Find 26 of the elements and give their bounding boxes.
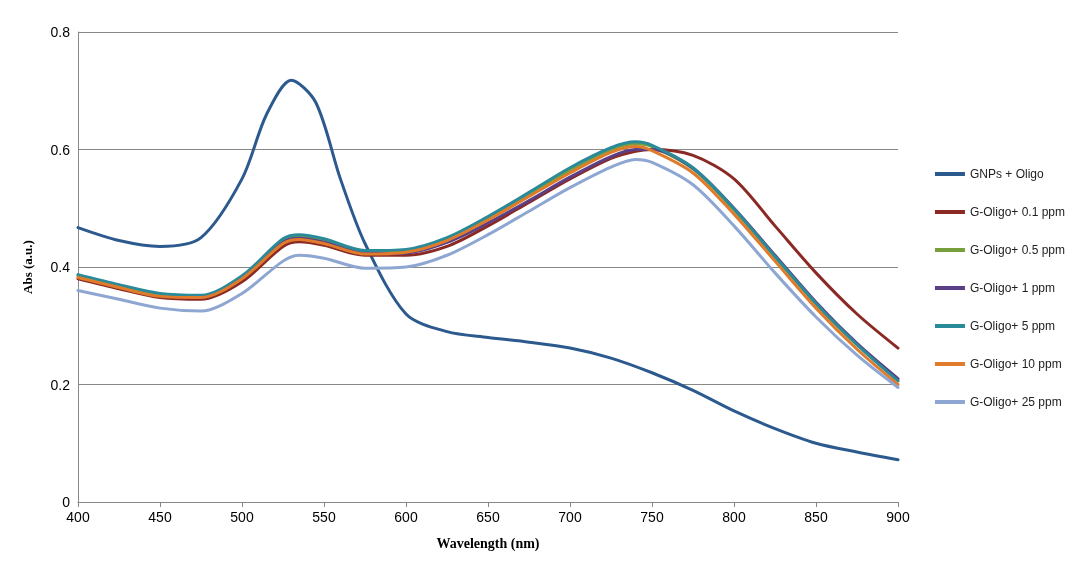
x-tick-label: 800 — [722, 509, 746, 525]
x-tick-label: 500 — [230, 509, 254, 525]
x-tick-label: 900 — [886, 509, 910, 525]
y-tick-label: 0.6 — [50, 141, 71, 158]
x-tick-label: 700 — [558, 509, 582, 525]
legend-label: G-Oligo+ 1 ppm — [969, 281, 1055, 295]
y-tick-label: 0 — [62, 494, 71, 510]
x-tick-label: 600 — [394, 509, 418, 525]
line-series — [76, 78, 900, 462]
x-tick-label: 850 — [804, 509, 828, 525]
legend-label: G-Oligo+ 0.5 ppm — [969, 243, 1065, 257]
x-tick-label: 750 — [640, 509, 664, 525]
legend-label: G-Oligo+ 10 ppm — [969, 357, 1062, 371]
x-tick-label: 550 — [312, 509, 336, 525]
y-axis-title: Abs (a.u.) — [20, 240, 35, 294]
y-tick-label: 0.8 — [50, 24, 71, 40]
legend-label: G-Oligo+ 0.1 ppm — [969, 205, 1065, 219]
legend-label: G-Oligo+ 25 ppm — [969, 395, 1062, 409]
x-tick-label: 400 — [66, 509, 90, 525]
y-tick-label: 0.4 — [50, 259, 71, 275]
legend-label: G-Oligo+ 5 ppm — [969, 319, 1055, 333]
x-axis-title: Wavelength (nm) — [436, 535, 540, 552]
y-tick-label: 0.2 — [50, 376, 71, 393]
x-tick-label: 650 — [476, 509, 500, 525]
legend-label: GNPs + Oligo — [969, 167, 1044, 181]
x-tick-label: 450 — [148, 509, 172, 525]
